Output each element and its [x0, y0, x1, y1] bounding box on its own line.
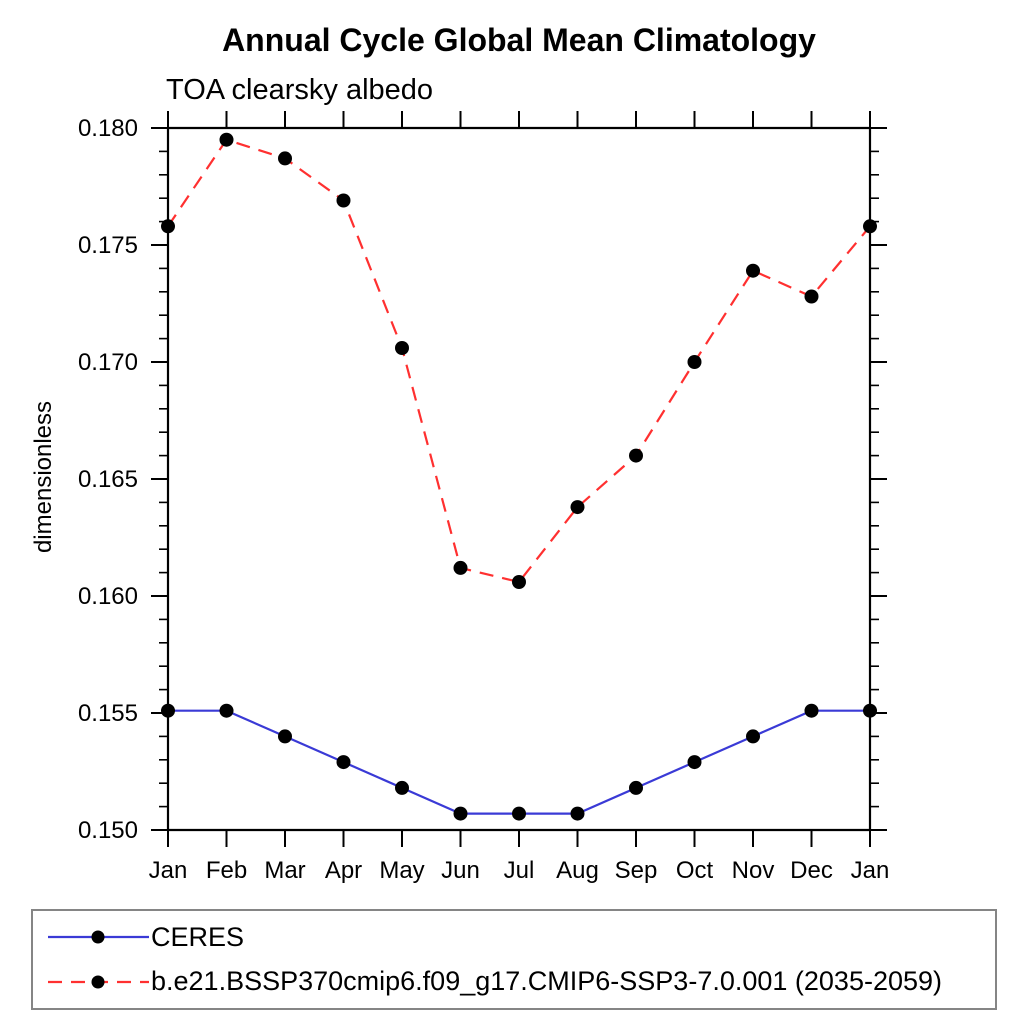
legend-label: b.e21.BSSP370cmip6.f09_g17.CMIP6-SSP3-7.… — [151, 966, 943, 997]
legend-line-sample — [48, 930, 149, 944]
x-tick-label: May — [379, 857, 424, 884]
data-point — [804, 703, 819, 718]
y-tick-label: 0.150 — [78, 817, 138, 844]
legend: CERES b.e21.BSSP370cmip6.f09_g17.CMIP6-SS… — [31, 909, 997, 1010]
x-tick-label: Oct — [676, 857, 714, 884]
data-point — [453, 560, 468, 575]
x-tick-label: Jul — [504, 857, 535, 884]
data-point — [395, 780, 409, 795]
data-point — [629, 448, 643, 463]
data-point — [219, 703, 234, 718]
data-point — [687, 755, 702, 770]
legend-line-sample — [48, 975, 149, 989]
x-tick-label: Apr — [325, 857, 362, 884]
legend-label: CERES — [151, 921, 245, 952]
x-tick-label: Nov — [732, 857, 775, 884]
x-tick-label: Mar — [264, 857, 305, 884]
data-point — [278, 729, 292, 744]
x-tick-label: Jun — [441, 857, 480, 884]
data-point — [746, 263, 760, 278]
x-tick-label: Dec — [790, 857, 833, 884]
chart-subtitle: TOA clearsky albedo — [166, 74, 434, 106]
series-line-0 — [168, 709, 870, 815]
data-point — [512, 575, 526, 589]
data-point — [278, 151, 292, 166]
legend-item: b.e21.BSSP370cmip6.f09_g17.CMIP6-SSP3-7.… — [33, 962, 995, 1002]
data-point — [863, 703, 877, 718]
data-point — [219, 132, 234, 147]
data-point — [687, 355, 702, 369]
y-tick-label: 0.175 — [78, 232, 138, 259]
legend-marker-dot — [91, 975, 105, 989]
data-point — [395, 341, 409, 355]
x-tick-label: Sep — [615, 857, 658, 884]
chart-title: Annual Cycle Global Mean Climatology — [222, 22, 816, 58]
data-point — [804, 289, 819, 304]
data-point — [746, 729, 760, 744]
y-tick-label: 0.170 — [78, 349, 138, 376]
y-tick-label: 0.160 — [78, 583, 138, 610]
data-point — [629, 780, 643, 795]
x-tick-label: Aug — [556, 857, 599, 884]
y-tick-label: 0.180 — [78, 115, 138, 142]
legend-item: CERES — [33, 917, 995, 957]
data-point — [161, 219, 175, 234]
x-tick-label: Jan — [851, 857, 890, 884]
data-point — [161, 703, 175, 718]
data-point — [453, 806, 468, 821]
data-point — [512, 806, 526, 821]
legend-marker-dot — [91, 930, 105, 944]
data-point — [336, 755, 351, 770]
x-tick-label: Jan — [149, 857, 188, 884]
data-point — [336, 193, 351, 208]
data-point — [863, 219, 877, 234]
y-tick-label: 0.155 — [78, 700, 138, 727]
y-tick-label: 0.165 — [78, 466, 138, 493]
data-point — [570, 500, 585, 515]
data-point — [570, 806, 585, 821]
x-tick-label: Feb — [206, 857, 247, 884]
series-line-1 — [167, 138, 871, 584]
